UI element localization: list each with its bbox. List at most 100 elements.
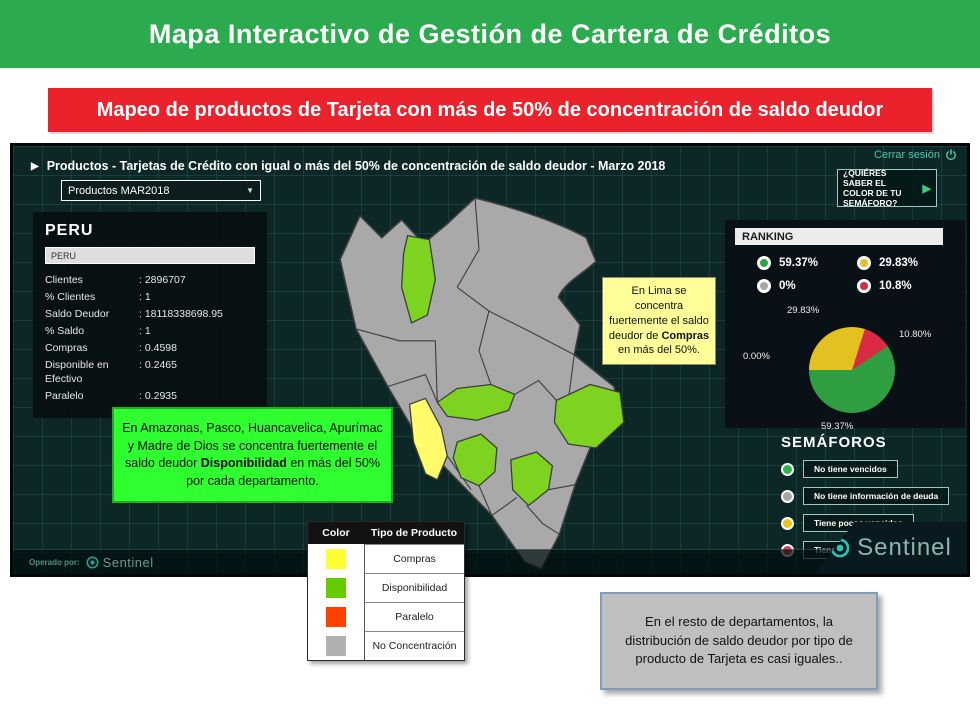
lima-callout-text: En Lima se concentra fuertemente el sald… (608, 285, 709, 342)
lima-callout-text-2: en más del 50%. (618, 344, 700, 357)
subtitle-banner: Mapeo de productos de Tarjeta con más de… (48, 88, 932, 132)
legend-label: Compras (364, 544, 464, 573)
peru-map[interactable] (329, 192, 629, 574)
region-search-value: PERU (51, 250, 77, 261)
lima-callout-bold: Compras (661, 329, 710, 342)
green-swatch (326, 577, 346, 598)
departments-callout-bold: Disponibilidad (200, 456, 287, 470)
legend-value: 0% (779, 280, 796, 292)
semaforo-row-green: No tiene vencidos (781, 460, 980, 478)
region-search-input[interactable]: PERU (45, 247, 255, 264)
legend-item-yellow: 29.83% (857, 256, 957, 270)
peru-map-outline (339, 197, 624, 570)
legend-value: 29.83% (879, 257, 919, 269)
stat-row-paralelo: Paralelo 0.2935 (45, 389, 255, 403)
legend-label: Disponibilidad (364, 573, 464, 602)
pie-label-red: 10.80% (899, 329, 932, 340)
semaforos-title: SEMÁFOROS (781, 434, 887, 451)
peru-panel-title: PERU (45, 222, 94, 239)
ranking-panel: RANKING 59.37% 29.83% 0% 10.8% (725, 220, 965, 432)
yellow-dot-icon (857, 256, 871, 270)
departments-callout-text: En Amazonas, Pasco, Huancavelica, Apurím… (122, 421, 383, 470)
caret-down-icon: ▼ (246, 186, 254, 195)
stat-row-compras: Compras 0.4598 (45, 341, 255, 355)
pie-label-green: 59.37% (821, 421, 854, 432)
departments-callout-text-2: en más del 50% por cada departamento. (186, 456, 380, 488)
dashboard: Cerrar sesión ▶ Productos - Tarjetas de … (10, 143, 970, 577)
stat-row-pct-clientes: % Clientes 1 (45, 290, 255, 304)
ranking-pie[interactable] (809, 327, 895, 413)
department-apurimac[interactable] (510, 451, 554, 507)
legend-row-no-concentracion: No Concentración (308, 631, 464, 660)
subtitle-text: Mapeo de productos de Tarjeta con más de… (96, 98, 884, 121)
dashboard-footer: Operado por: Sentinel (13, 549, 967, 574)
stat-value: 0.2935 (139, 389, 255, 403)
sentinel-footer-logo: Sentinel (86, 555, 154, 570)
stat-row-pct-saldo: % Saldo 1 (45, 324, 255, 338)
stat-value: 1 (139, 290, 255, 304)
ranking-pie-area: 29.83% 10.80% 0.00% 59.37% (733, 303, 957, 443)
other-departments-text: En el resto de departamentos, la distrib… (625, 613, 853, 667)
triangle-right-icon: ▶ (31, 160, 39, 172)
department-lima[interactable] (408, 397, 448, 481)
stat-value: 0.4598 (139, 341, 255, 355)
stat-label: % Saldo (45, 325, 85, 337)
operated-by-label: Operado por: (29, 557, 80, 567)
department-amazonas[interactable] (400, 234, 436, 324)
green-dot-icon (757, 256, 771, 270)
legend-header: Color Tipo de Producto (308, 522, 464, 544)
logout-button[interactable]: Cerrar sesión (874, 149, 957, 161)
period-dropdown-value: Productos MAR2018 (68, 184, 170, 197)
legend-label: No Concentración (364, 631, 464, 660)
orange-swatch (326, 606, 346, 627)
stat-row-clientes: Clientes 2896707 (45, 273, 255, 287)
department-madre-de-dios[interactable] (553, 383, 625, 449)
pie-label-gray: 0.00% (743, 351, 770, 362)
power-icon (946, 149, 956, 160)
lima-callout: En Lima se concentra fuertemente el sald… (602, 277, 716, 366)
stat-value: 18118338698.95 (139, 307, 255, 321)
period-dropdown[interactable]: Productos MAR2018 ▼ (61, 180, 261, 201)
pie-label-yellow: 29.83% (787, 305, 820, 316)
logout-label: Cerrar sesión (873, 149, 940, 161)
legend-row-compras: Compras (308, 544, 464, 573)
play-icon: ▶ (922, 182, 931, 195)
departments-callout: En Amazonas, Pasco, Huancavelica, Apurím… (112, 407, 393, 503)
legend-item-green: 59.37% (757, 256, 857, 270)
legend-item-gray: 0% (757, 279, 857, 293)
department-huancavelica[interactable] (452, 433, 498, 487)
department-borders (355, 197, 576, 535)
ranking-legend: 59.37% 29.83% 0% 10.8% (733, 256, 957, 293)
department-pasco[interactable] (436, 383, 516, 421)
red-dot-icon (857, 279, 871, 293)
stat-label: Disponible en Efectivo (45, 359, 109, 385)
semaforo-label: No tiene información de deuda (803, 487, 950, 505)
page-title: Mapa Interactivo de Gestión de Cartera d… (148, 18, 832, 49)
semaforo-row-gray: No tiene información de deuda (781, 487, 980, 505)
semaforo-help-button[interactable]: ¿QUIÉRES SABER EL COLOR DE TU SEMÁFORO? … (837, 168, 937, 208)
stat-label: Compras (45, 342, 88, 354)
stat-label: Saldo Deudor (45, 308, 110, 320)
green-light-icon (781, 462, 794, 476)
yellow-light-icon (781, 516, 794, 530)
stat-label: Clientes (45, 274, 83, 286)
product-color-legend: Color Tipo de Producto Compras Disponibi… (307, 521, 465, 661)
other-departments-callout: En el resto de departamentos, la distrib… (600, 592, 878, 690)
sentinel-footer-text: Sentinel (102, 554, 154, 570)
legend-header-type: Tipo de Producto (370, 527, 458, 539)
slide-header: Mapa Interactivo de Gestión de Cartera d… (0, 0, 980, 68)
gray-swatch (326, 635, 346, 656)
peru-panel: PERU PERU Clientes 2896707 % Clientes 1 … (33, 212, 267, 418)
stat-label: % Clientes (45, 291, 96, 303)
eye-icon (86, 556, 99, 568)
legend-value: 59.37% (779, 257, 819, 269)
stat-row-saldo-deudor: Saldo Deudor 18118338698.95 (45, 307, 255, 321)
legend-header-color: Color (322, 527, 350, 539)
dashboard-title-text: Productos - Tarjetas de Crédito con igua… (46, 159, 666, 173)
legend-label: Paralelo (364, 602, 464, 631)
sentinel-corner-text: Sentinel (857, 534, 952, 561)
ranking-header: RANKING (735, 228, 943, 245)
stat-value: 2896707 (139, 273, 255, 287)
stat-value: 1 (139, 324, 255, 338)
